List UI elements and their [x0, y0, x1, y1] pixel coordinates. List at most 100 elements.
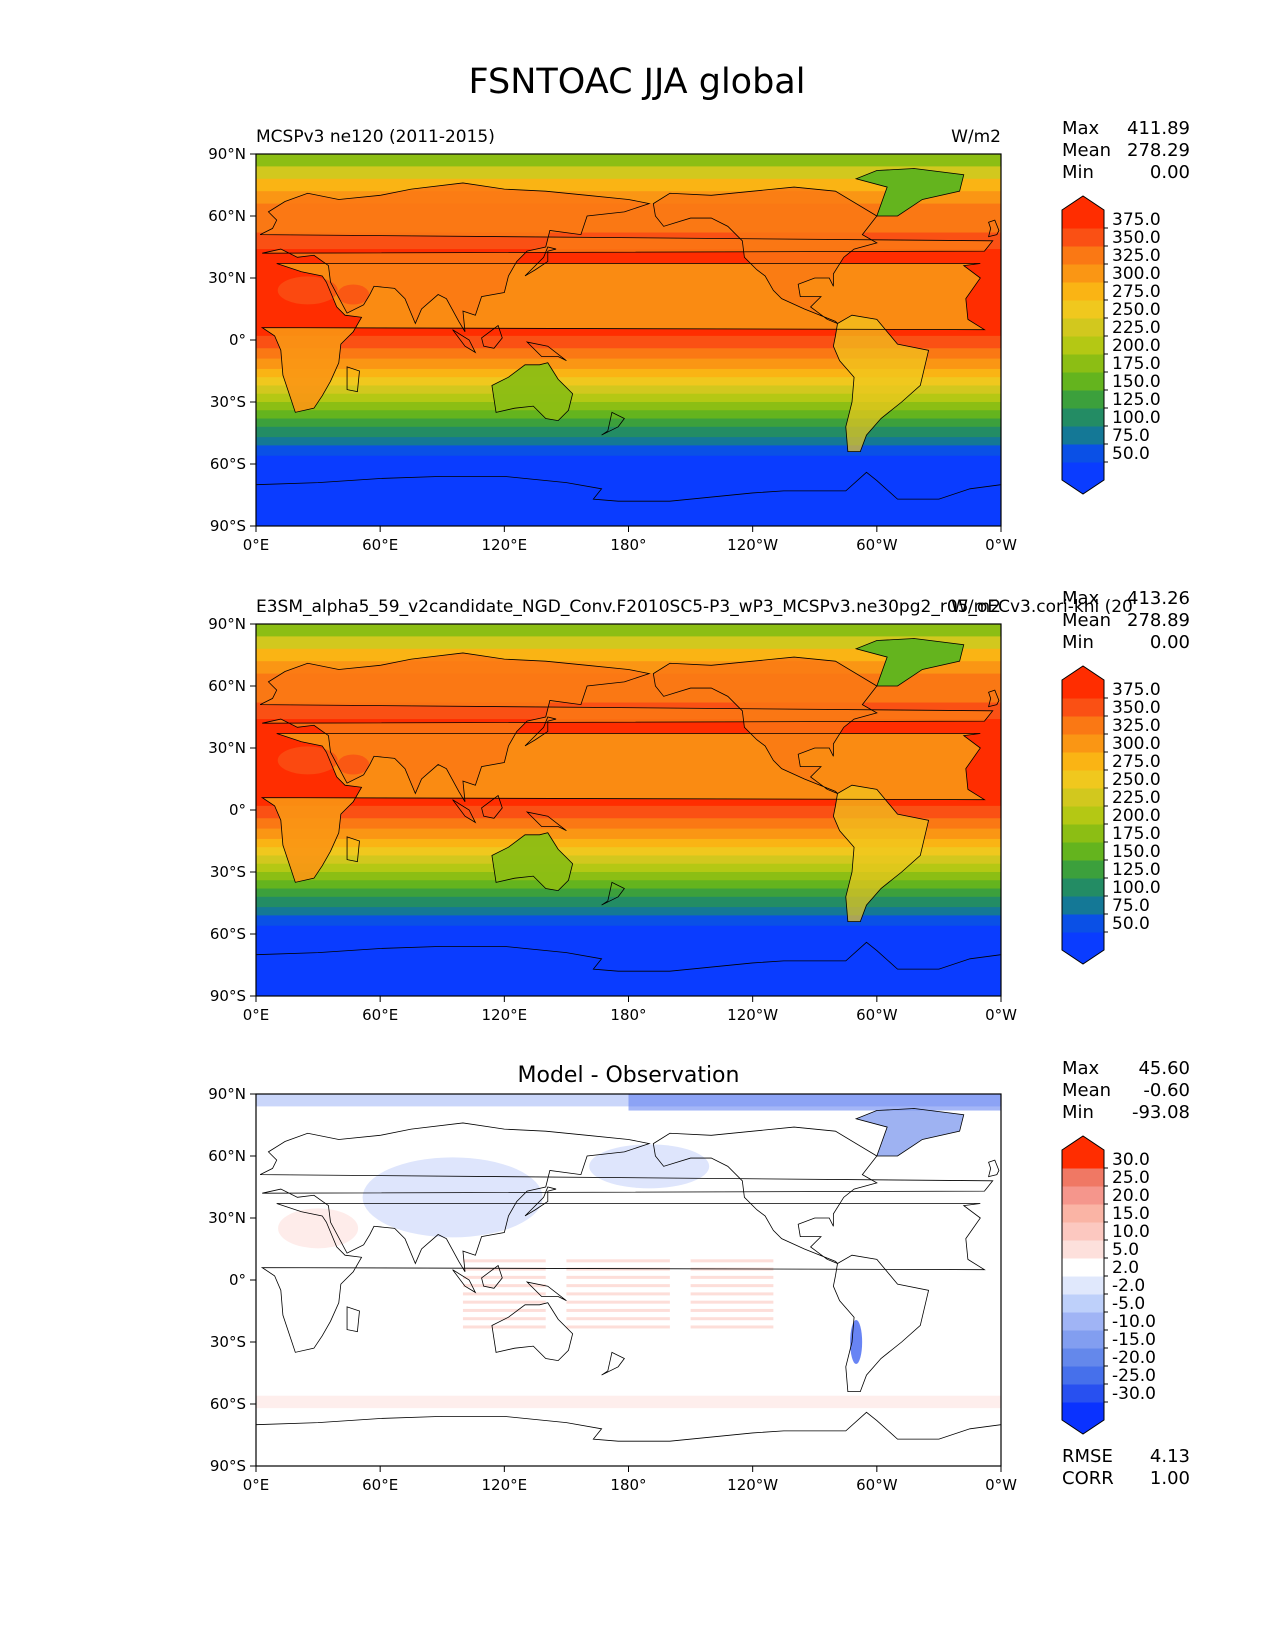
- tropical-positive-stripe: [462, 1317, 546, 1321]
- corr-label: CORR: [1062, 1468, 1114, 1489]
- colorbar-segment: [1062, 408, 1104, 427]
- y-tick-label: 90°N: [208, 615, 246, 633]
- arctic-negative-west: [628, 1094, 1001, 1111]
- tropical-positive-stripe: [566, 1267, 670, 1271]
- colorbar-tick-label: -25.0: [1112, 1366, 1156, 1386]
- x-tick-label: 180°: [610, 1476, 646, 1494]
- tropical-positive-stripe: [690, 1275, 774, 1279]
- colorbar-tick-label: 200.0: [1112, 806, 1161, 826]
- colorbar-segment: [1062, 318, 1104, 337]
- colorbar-segment: [1062, 1258, 1104, 1277]
- colorbar-segment: [1062, 698, 1104, 717]
- colorbar-segment: [1062, 1366, 1104, 1385]
- panel-title-center: Model - Observation: [518, 1063, 740, 1088]
- zonal-band: [256, 368, 1001, 378]
- y-tick-label: 0°: [229, 1271, 246, 1289]
- colorbar-segment: [1062, 770, 1104, 789]
- land-shade-namerica: [653, 187, 877, 324]
- npac-negative: [589, 1144, 710, 1189]
- zonal-band: [256, 872, 1001, 881]
- colorbar-segment: [1062, 1294, 1104, 1313]
- x-tick-label: 60°W: [856, 1006, 898, 1024]
- colorbar-segment: [1062, 680, 1104, 699]
- colorbar-tick-label: 300.0: [1112, 734, 1161, 754]
- stat-label: Mean: [1062, 140, 1111, 161]
- x-tick-label: 120°W: [727, 536, 778, 554]
- southern-positive: [256, 1395, 1001, 1409]
- x-tick-label: 180°: [610, 536, 646, 554]
- colorbar-segment: [1062, 1348, 1104, 1367]
- colorbar-tick-label: -2.0: [1112, 1276, 1145, 1296]
- zonal-band: [256, 410, 1001, 420]
- colorbar-extend-top: [1062, 1136, 1104, 1150]
- colorbar-extend-top: [1062, 666, 1104, 680]
- panel-title-left: MCSPv3 ne120 (2011-2015): [256, 127, 495, 147]
- colorbar-tick-label: 250.0: [1112, 300, 1161, 320]
- x-tick-label: 0°E: [243, 1476, 270, 1494]
- y-tick-label: 60°S: [210, 925, 246, 943]
- land-shade-namerica: [653, 657, 877, 794]
- coastline-namerica: [652, 656, 878, 794]
- zonal-band: [256, 335, 1001, 349]
- x-tick-label: 60°W: [856, 536, 898, 554]
- coastline-antarctica: [256, 471, 1001, 502]
- colorbar-tick-label: 75.0: [1112, 426, 1150, 446]
- colorbar-segment: [1062, 1240, 1104, 1259]
- map-field: [256, 624, 1001, 996]
- colorbar-tick-label: -15.0: [1112, 1330, 1156, 1350]
- sahara-patch: [277, 276, 338, 305]
- y-tick-label: 30°S: [210, 393, 246, 411]
- colorbar-segment: [1062, 336, 1104, 355]
- colorbar-tick-label: 175.0: [1112, 824, 1161, 844]
- zonal-band: [256, 377, 1001, 387]
- zonal-band: [256, 880, 1001, 890]
- coastline-africa: [260, 263, 986, 413]
- colorbar-segment: [1062, 1402, 1104, 1421]
- tropical-positive-stripe: [690, 1300, 774, 1304]
- coastline-eurasia: [259, 652, 994, 802]
- y-tick-label: 0°: [229, 801, 246, 819]
- colorbar-tick-label: 125.0: [1112, 390, 1161, 410]
- tropical-positive-stripe: [462, 1300, 546, 1304]
- coastline-nz: [601, 881, 625, 906]
- colorbar-segment: [1062, 300, 1104, 319]
- stat-label: Mean: [1062, 610, 1111, 631]
- colorbar-segment: [1062, 390, 1104, 409]
- colorbar-tick-label: -30.0: [1112, 1384, 1156, 1404]
- colorbar-tick-label: 25.0: [1112, 1168, 1150, 1188]
- stat-value: -0.60: [1143, 1080, 1190, 1101]
- sahara-patch: [277, 746, 338, 775]
- colorbar-segment: [1062, 462, 1104, 481]
- coastline-japan: [524, 716, 557, 747]
- y-tick-label: 30°S: [210, 1333, 246, 1351]
- zonal-band: [256, 402, 1001, 411]
- tropical-positive-stripe: [566, 1284, 670, 1288]
- coastline-australia: [491, 362, 574, 422]
- land-shade-eurasia: [260, 652, 993, 802]
- stat-label: Min: [1062, 632, 1094, 653]
- coastline-greenland: [854, 638, 965, 687]
- coastline-eurasia: [259, 1122, 994, 1272]
- coastline-borneo: [481, 794, 503, 819]
- tropical-positive-stripe: [690, 1259, 774, 1263]
- zonal-band: [256, 828, 1001, 840]
- land-shade-greenland: [856, 168, 964, 216]
- coastline-eurasia: [259, 182, 994, 332]
- colorbar-tick-label: 50.0: [1112, 914, 1150, 934]
- coastline-samerica: [832, 1254, 930, 1392]
- zonal-band: [256, 907, 1001, 916]
- land-shade-australia: [491, 362, 573, 421]
- coastline-uk: [988, 219, 1000, 238]
- x-tick-label: 120°W: [727, 1006, 778, 1024]
- y-tick-label: 60°S: [210, 1395, 246, 1413]
- panel-units: W/m2: [951, 127, 1001, 147]
- map-field: [256, 154, 1001, 526]
- sahara-positive: [278, 1208, 359, 1249]
- zonal-band: [256, 418, 1001, 428]
- colorbar-segment: [1062, 1204, 1104, 1223]
- colorbar-outline: [1061, 195, 1105, 495]
- colorbar-tick-label: 225.0: [1112, 318, 1161, 338]
- coastline-uk: [988, 1159, 1000, 1178]
- colorbar-tick-label: 250.0: [1112, 770, 1161, 790]
- tropical-positive-stripe: [462, 1292, 546, 1296]
